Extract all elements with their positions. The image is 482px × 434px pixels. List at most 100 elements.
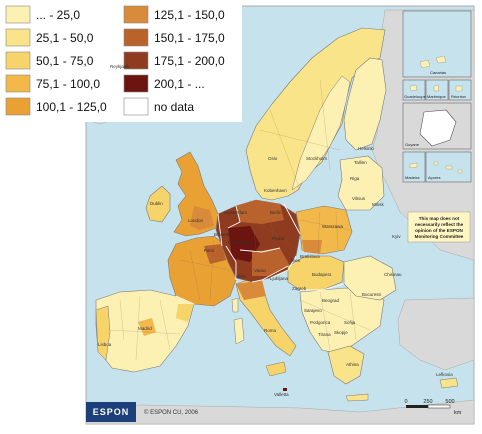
sardinia bbox=[233, 317, 245, 345]
city-label: Lefkosia bbox=[436, 372, 453, 377]
city-label: Sarajevo bbox=[304, 308, 322, 313]
legend-label: 150,1 - 175,0 bbox=[154, 31, 225, 45]
germany-north bbox=[236, 200, 284, 224]
finland bbox=[343, 57, 387, 151]
city-label: Luxembourg bbox=[228, 240, 254, 245]
city-label: Wien bbox=[290, 258, 301, 263]
national-borders bbox=[175, 203, 345, 305]
city-label: Athina bbox=[346, 362, 359, 367]
inset-label-madeira: Madeira bbox=[405, 175, 420, 180]
city-label: Skopje bbox=[334, 330, 348, 335]
espon-logo: ESPON bbox=[86, 402, 136, 422]
city-label: Berlin bbox=[270, 210, 282, 215]
portugal bbox=[95, 305, 111, 361]
city-label: London bbox=[188, 218, 204, 223]
romania bbox=[343, 255, 397, 301]
city-label: Roma bbox=[264, 328, 277, 333]
city-label: Vaduz bbox=[254, 268, 267, 273]
city-label: Oslo bbox=[268, 156, 278, 161]
baltics bbox=[337, 155, 385, 211]
legend-swatch bbox=[5, 97, 31, 116]
greece bbox=[327, 345, 365, 385]
city-label: Beograd bbox=[322, 298, 340, 303]
sicily bbox=[265, 361, 287, 377]
legend-label: no data bbox=[154, 100, 194, 114]
legend-label: 50,1 - 75,0 bbox=[36, 54, 94, 68]
legend-label: 175,1 - 200,0 bbox=[154, 54, 225, 68]
disclaimer-line: opinion of the ESPON bbox=[415, 228, 463, 233]
city-label: Tirana bbox=[318, 332, 331, 337]
city-label: Amsterdam bbox=[224, 210, 247, 215]
legend-swatch bbox=[5, 5, 31, 24]
city-label: Stockholm bbox=[306, 156, 327, 161]
city-label: Bern bbox=[236, 274, 246, 279]
sweden bbox=[291, 75, 351, 191]
legend-swatch bbox=[123, 74, 149, 93]
city-label: Kyiv bbox=[392, 234, 401, 239]
legend-swatch bbox=[5, 51, 31, 70]
inset-label-guyane: Guyane bbox=[405, 142, 420, 147]
regional-borders bbox=[109, 79, 371, 361]
city-label: Zagreb bbox=[292, 286, 307, 291]
england-core bbox=[190, 206, 214, 230]
inset-canarias bbox=[402, 10, 472, 78]
city-label: Sofija bbox=[344, 320, 356, 325]
city-label: Warszawa bbox=[322, 224, 343, 229]
legend-swatch bbox=[123, 51, 149, 70]
scale-tick: 500 bbox=[445, 399, 454, 405]
disclaimer-note: This map does not necessarily reflect th… bbox=[407, 211, 471, 243]
city-label: Ljubljana bbox=[270, 276, 289, 281]
disclaimer-box bbox=[407, 211, 471, 243]
legend-label: 25,1 - 50,0 bbox=[36, 31, 94, 45]
disclaimer-line: necessarily reflect the bbox=[415, 222, 464, 227]
legend-label: ... - 25,0 bbox=[36, 8, 80, 22]
guyane-land bbox=[419, 109, 457, 147]
city-label: Bucuresti bbox=[362, 292, 381, 297]
scale-tick: 250 bbox=[423, 399, 432, 405]
city-labels: Amsterdam London Dublin Paris Berlin War… bbox=[98, 64, 453, 397]
north-italy bbox=[236, 280, 266, 300]
cyprus bbox=[439, 377, 459, 389]
city-label: Bratislava bbox=[300, 254, 320, 259]
scale-tick: 0 bbox=[404, 399, 407, 405]
pannonia bbox=[287, 255, 345, 291]
catalonia bbox=[176, 304, 194, 322]
legend-background bbox=[0, 0, 242, 122]
ireland bbox=[145, 185, 171, 223]
disclaimer-line: This map does not bbox=[419, 216, 460, 221]
city-label: Kobenhavn bbox=[264, 188, 287, 193]
city-label: Bruxelles bbox=[214, 232, 233, 237]
scale-bar: 0 250 500 km bbox=[404, 399, 461, 416]
insets: Canarias Guadeloupe Martinique Réunion G… bbox=[402, 10, 472, 183]
scale-segment bbox=[406, 405, 428, 408]
corsica bbox=[231, 297, 239, 313]
inset-label-reunion: Réunion bbox=[451, 94, 466, 99]
city-label: Podgorica bbox=[310, 320, 331, 325]
legend: ... - 25,0 25,1 - 50,0 50,1 - 75,0 75,1 - 1… bbox=[0, 0, 242, 122]
guadeloupe-land bbox=[409, 84, 418, 92]
martinique-land bbox=[433, 84, 440, 92]
city-label: Budapest bbox=[312, 272, 332, 277]
paris-region bbox=[204, 244, 226, 264]
crete bbox=[345, 393, 369, 402]
south-germany bbox=[252, 248, 290, 276]
copyright: © ESPON CU, 2006 bbox=[144, 409, 199, 416]
inset-label-canarias: Canarias bbox=[430, 70, 446, 75]
legend-swatch bbox=[5, 74, 31, 93]
city-label: Praha bbox=[272, 236, 285, 241]
inset-label-acores: Açores bbox=[428, 175, 440, 180]
city-label: Dublin bbox=[150, 201, 163, 206]
scale-segment bbox=[427, 404, 451, 409]
reunion-land bbox=[455, 85, 463, 92]
city-label: Riga bbox=[350, 176, 360, 181]
legend-swatch bbox=[123, 5, 149, 24]
madrid-region bbox=[138, 318, 156, 336]
city-label: Minsk bbox=[372, 202, 385, 207]
inset-label-martinique: Martinique bbox=[427, 94, 446, 99]
city-label: Madrid bbox=[138, 326, 152, 331]
city-label: Chisinau bbox=[384, 272, 402, 277]
silesia bbox=[302, 240, 322, 254]
malta bbox=[283, 388, 287, 391]
legend-label: 125,1 - 150,0 bbox=[154, 8, 225, 22]
